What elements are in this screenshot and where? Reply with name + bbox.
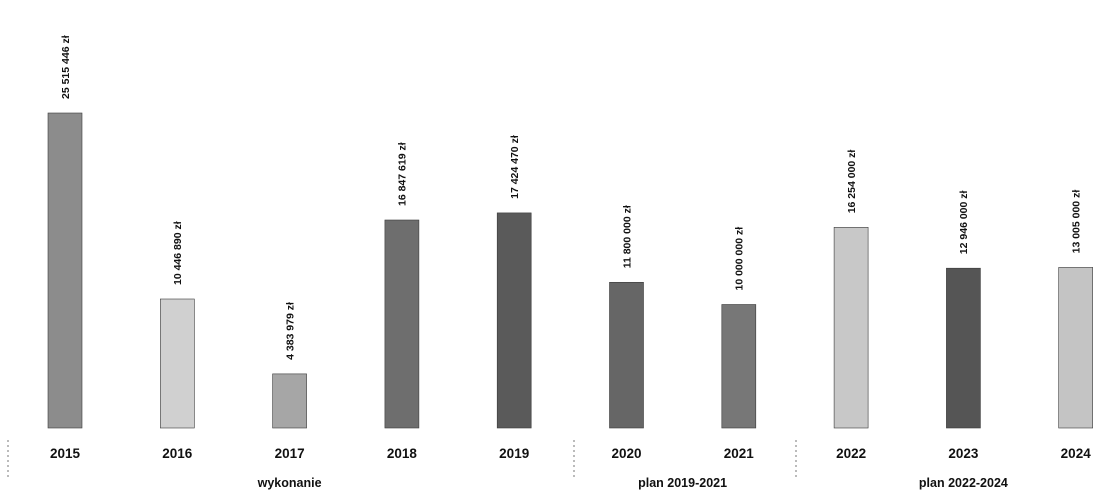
x-tick-label-2018: 2018 xyxy=(387,446,418,461)
data-label-2015: 25 515 446 zł xyxy=(60,35,72,99)
bar-2016 xyxy=(160,298,195,429)
bar-2017 xyxy=(272,373,307,429)
x-tick-label-2023: 2023 xyxy=(948,446,979,461)
data-label-2021: 10 000 000 zł xyxy=(734,227,746,291)
x-tick-label-2015: 2015 xyxy=(50,446,81,461)
data-label-2020: 11 800 000 zł xyxy=(621,205,633,268)
bar-2024 xyxy=(1058,267,1093,429)
data-label-2024: 13 005 000 zł xyxy=(1070,190,1082,254)
data-label-2018: 16 847 619 zł xyxy=(397,142,409,206)
x-tick-label-2016: 2016 xyxy=(162,446,193,461)
group-label-3: plan 2022-2024 xyxy=(919,476,1008,490)
bar-2021 xyxy=(721,304,757,429)
bar-2020 xyxy=(609,281,644,429)
data-label-2019: 17 424 470 zł xyxy=(509,135,521,199)
bar-2018 xyxy=(384,219,420,429)
data-label-2016: 10 446 890 zł xyxy=(172,221,184,285)
bar-2015 xyxy=(47,112,83,429)
data-label-2023: 12 946 000 zł xyxy=(958,190,970,254)
data-label-2017: 4 383 979 zł xyxy=(284,302,296,360)
x-tick-label-2019: 2019 xyxy=(499,446,529,461)
group-label-1: wykonanie xyxy=(257,476,322,490)
bar-2019 xyxy=(496,212,532,429)
x-tick-label-2017: 2017 xyxy=(275,446,305,461)
x-tick-label-2022: 2022 xyxy=(836,446,866,461)
bar-2023 xyxy=(946,267,981,429)
x-tick-label-2021: 2021 xyxy=(724,446,755,461)
bar-2022 xyxy=(833,227,869,429)
x-tick-label-2024: 2024 xyxy=(1061,446,1092,461)
data-label-2022: 16 254 000 zł xyxy=(846,150,858,214)
group-label-2: plan 2019-2021 xyxy=(638,476,727,490)
x-tick-label-2020: 2020 xyxy=(611,446,641,461)
